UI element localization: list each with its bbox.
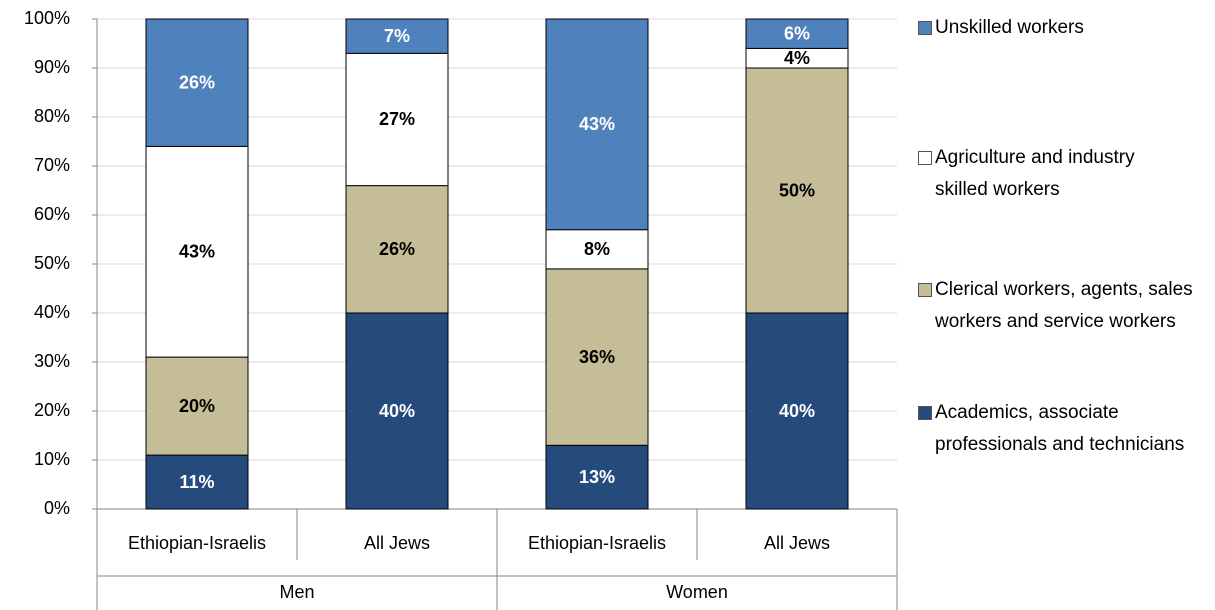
legend-item: Unskilled workers (918, 12, 1208, 44)
y-tick-label: 20% (34, 400, 70, 420)
group-label: Men (279, 582, 314, 602)
data-label: 50% (779, 180, 815, 200)
legend-label: Agriculture and industry skilled workers (935, 147, 1135, 200)
bar-segment (745, 18, 849, 49)
data-label: 43% (579, 114, 615, 134)
data-label: 6% (784, 23, 810, 43)
data-label: 27% (379, 109, 415, 129)
bar-segment (545, 268, 649, 446)
legend-item: Clerical workers, agents, sales workers … (918, 274, 1208, 338)
legend-swatch (918, 21, 932, 35)
legend-swatch (918, 151, 932, 165)
data-label: 20% (179, 396, 215, 416)
y-tick-label: 100% (24, 8, 70, 28)
legend-label: Academics, associate professionals and t… (935, 402, 1185, 455)
legend-label: Unskilled workers (935, 17, 1084, 38)
bar-segment (745, 67, 849, 314)
legend-label: Clerical workers, agents, sales workers … (935, 279, 1193, 332)
data-label: 40% (379, 401, 415, 421)
data-label: 26% (179, 72, 215, 92)
data-label: 11% (179, 472, 214, 492)
data-label: 43% (179, 242, 215, 262)
y-tick-label: 50% (34, 253, 70, 273)
bar-segment (545, 18, 649, 231)
data-label: 13% (579, 467, 615, 487)
bar-segment (545, 444, 649, 510)
data-label: 40% (779, 401, 815, 421)
x-tick-label: All Jews (364, 533, 430, 553)
bar-segment (145, 356, 249, 456)
x-tick-label: Ethiopian-Israelis (528, 533, 666, 553)
group-label: Women (666, 582, 728, 602)
x-tick-label: Ethiopian-Israelis (128, 533, 266, 553)
bar-segment (745, 312, 849, 510)
bar-segment (345, 185, 449, 314)
bar-segment (345, 312, 449, 510)
y-tick-label: 40% (34, 302, 70, 322)
y-tick-label: 90% (34, 57, 70, 77)
y-tick-label: 80% (34, 106, 70, 126)
bar-segment (145, 145, 249, 358)
bar-segment (145, 18, 249, 147)
y-tick-label: 60% (34, 204, 70, 224)
bar-segment (345, 52, 449, 187)
y-tick-label: 30% (34, 351, 70, 371)
y-tick-label: 10% (34, 449, 70, 469)
x-tick-label: All Jews (764, 533, 830, 553)
data-label: 36% (579, 347, 615, 367)
data-label: 7% (384, 26, 410, 46)
data-label: 26% (379, 239, 415, 259)
legend-swatch (918, 406, 932, 420)
data-label: 8% (584, 239, 610, 259)
bar-segment (345, 18, 449, 54)
legend-swatch (918, 283, 932, 297)
data-label: 4% (784, 48, 810, 68)
legend-item: Agriculture and industry skilled workers (918, 142, 1208, 206)
y-tick-label: 70% (34, 155, 70, 175)
legend-item: Academics, associate professionals and t… (918, 397, 1208, 461)
y-tick-label: 0% (44, 498, 70, 518)
